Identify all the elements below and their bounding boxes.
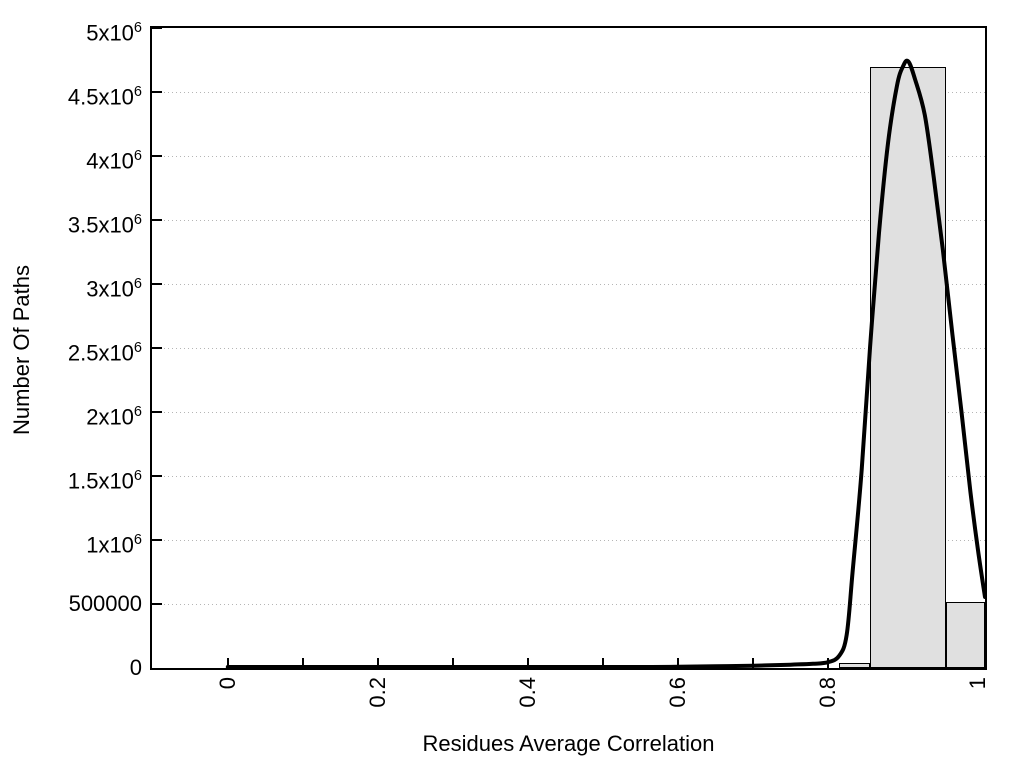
x-tick-label: 0 xyxy=(214,677,240,690)
x-tick-label: 0.2 xyxy=(364,677,390,708)
y-tick-label: 4.5x106 xyxy=(67,84,142,110)
y-tick-mark xyxy=(152,603,162,605)
plot-area xyxy=(150,26,987,670)
y-tick-label: 1.5x106 xyxy=(67,468,142,494)
y-tick-label: 500000 xyxy=(68,591,142,616)
y-tick-label: 0 xyxy=(129,655,142,680)
y-tick-label: 5x106 xyxy=(86,20,142,46)
gridline xyxy=(152,91,985,93)
y-tick-mark xyxy=(152,219,162,221)
x-tick-label: 0.6 xyxy=(664,677,690,708)
x-tick-mark xyxy=(451,658,454,668)
x-tick-mark xyxy=(676,658,679,668)
x-tick-mark xyxy=(301,658,304,668)
y-tick-mark xyxy=(152,155,162,157)
gridline xyxy=(152,539,985,541)
x-tick-label: 0.8 xyxy=(814,677,840,708)
x-tick-mark xyxy=(526,658,529,668)
y-tick-mark xyxy=(152,347,162,349)
x-axis-title: Residues Average Correlation xyxy=(422,731,715,756)
gridline xyxy=(152,603,985,605)
y-tick-label: 2x106 xyxy=(86,404,142,430)
y-tick-label: 3.5x106 xyxy=(67,212,142,238)
y-tick-label: 1x106 xyxy=(86,532,142,558)
x-tick-mark xyxy=(376,658,379,668)
density-curve xyxy=(225,58,985,668)
x-tick-mark xyxy=(751,658,754,668)
gridline xyxy=(152,475,985,477)
y-tick-label: 4x106 xyxy=(86,148,142,174)
y-tick-mark xyxy=(152,91,162,93)
y-tick-mark xyxy=(152,283,162,285)
x-tick-label: 0.4 xyxy=(514,677,540,708)
gridline xyxy=(152,283,985,285)
x-tick-mark xyxy=(601,658,604,668)
histogram-bar xyxy=(945,601,985,668)
x-tick-label: 1 xyxy=(965,677,991,690)
gridline xyxy=(152,411,985,413)
density-curve-path xyxy=(225,58,985,668)
x-tick-mark xyxy=(226,658,229,668)
y-tick-mark xyxy=(152,411,162,413)
y-tick-mark xyxy=(152,475,162,477)
gridline xyxy=(152,347,985,349)
gridline xyxy=(152,155,985,157)
gridline xyxy=(152,219,985,221)
y-tick-label: 2.5x106 xyxy=(67,340,142,366)
y-tick-mark xyxy=(152,539,162,541)
histogram-bar xyxy=(838,663,870,668)
y-tick-label: 3x106 xyxy=(86,276,142,302)
y-tick-mark xyxy=(152,27,162,29)
